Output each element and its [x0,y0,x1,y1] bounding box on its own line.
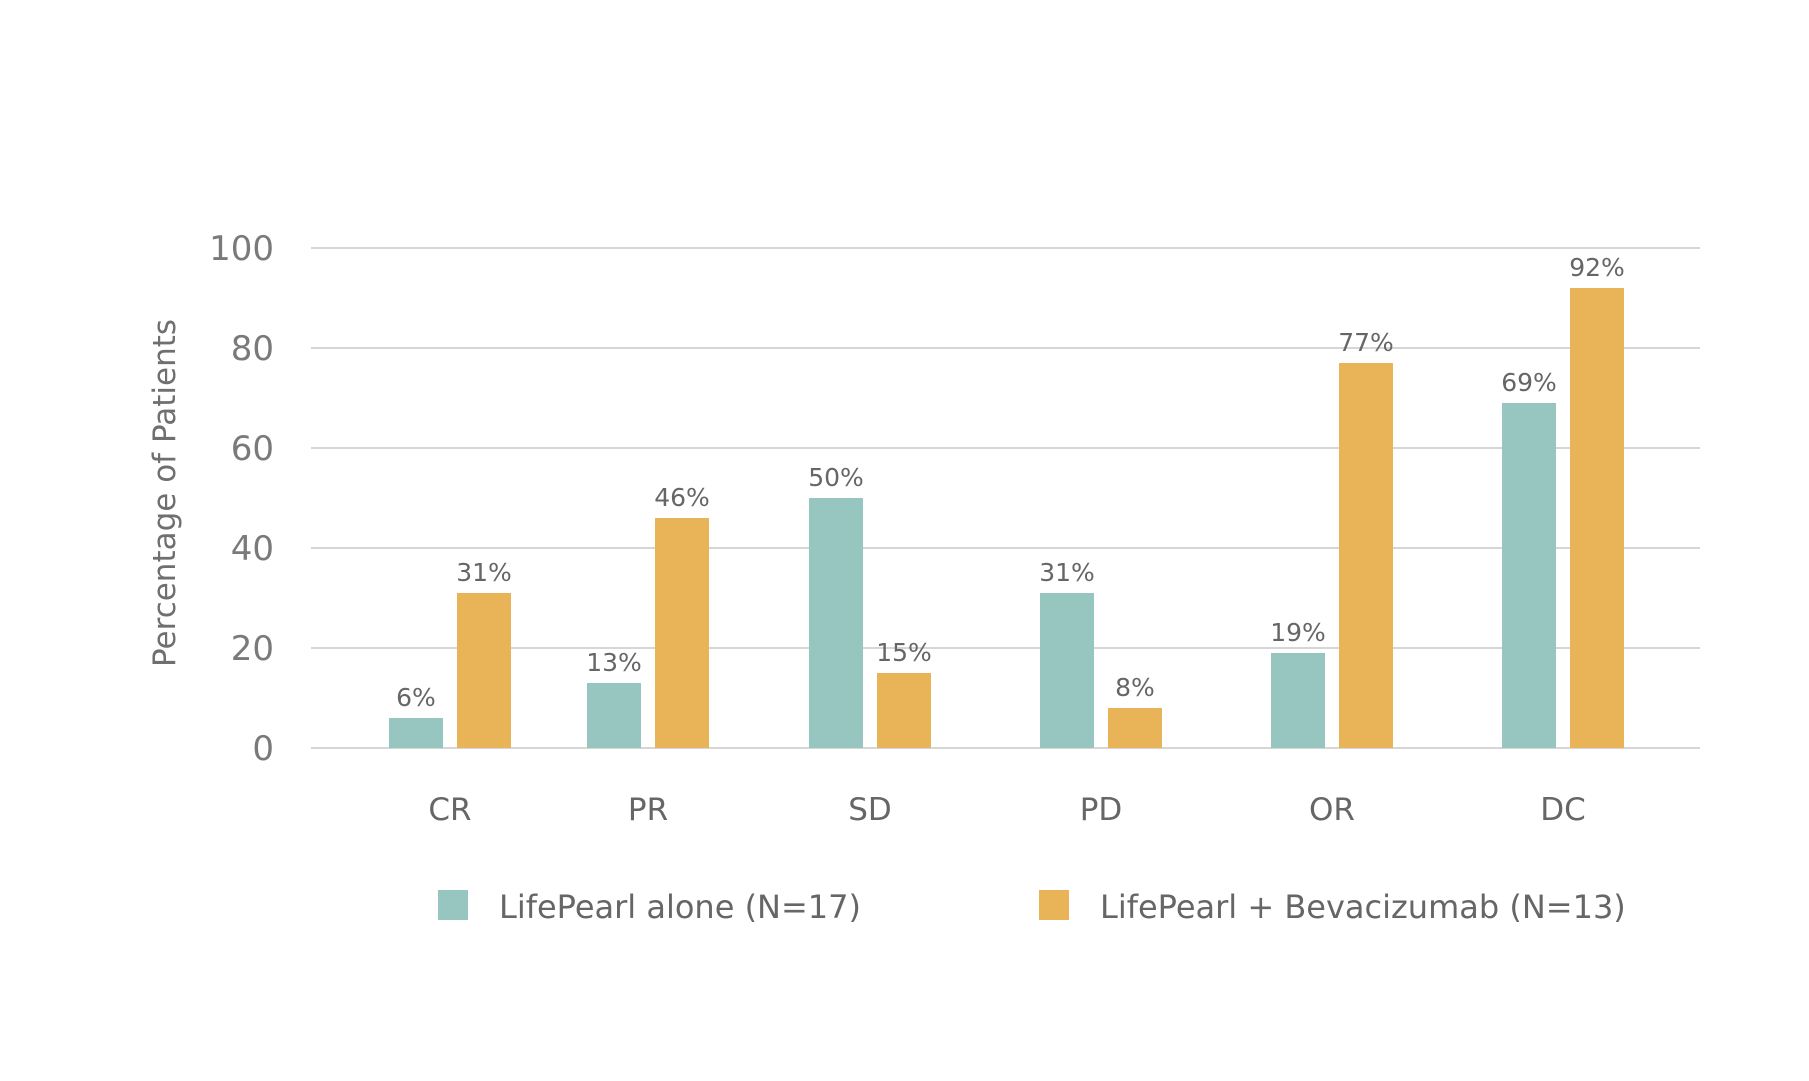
bar-lifepearl-alone-pd [1040,593,1094,748]
y-axis-ticks: 0 20 40 60 80 100 [209,229,274,769]
legend-swatch [438,890,468,920]
data-label: 19% [1270,618,1326,647]
y-tick-label: 100 [209,229,274,269]
legend-swatch [1039,890,1069,920]
bar-lifepearl-alone-pr [587,683,641,748]
legend-item: LifePearl alone (N=17) [438,888,861,926]
data-labels: 6% 31% 13% 46% 50% 15% 31% 8% 19% 77% 69% 92% [396,253,1625,712]
data-label: 31% [1039,558,1095,587]
x-axis-categories: CR PR SD PD OR DC [428,792,1585,828]
bar-lifepearl-bevacizumab-cr [457,593,511,748]
legend-label: LifePearl alone (N=17) [499,888,861,926]
x-category-label: CR [428,792,471,828]
x-category-label: SD [848,792,892,828]
data-label: 69% [1501,368,1557,397]
data-label: 92% [1569,253,1625,282]
bar-lifepearl-alone-dc [1502,403,1556,748]
legend-item: LifePearl + Bevacizumab (N=13) [1039,888,1626,926]
bar-lifepearl-alone-cr [389,718,443,748]
y-tick-label: 80 [231,329,274,369]
bar-lifepearl-bevacizumab-or [1339,363,1393,748]
data-label: 13% [586,648,642,677]
y-tick-label: 0 [252,729,274,769]
data-label: 15% [876,638,932,667]
gridlines [311,247,1700,749]
x-category-label: PD [1080,792,1123,828]
data-label: 6% [396,683,436,712]
y-tick-label: 20 [231,629,274,669]
bar-lifepearl-alone-sd [809,498,863,748]
data-label: 46% [654,483,710,512]
data-label: 77% [1338,328,1394,357]
x-category-label: DC [1540,792,1586,828]
legend: LifePearl alone (N=17) LifePearl + Bevaci… [438,888,1626,926]
bar-lifepearl-bevacizumab-pr [655,518,709,748]
bar-lifepearl-bevacizumab-sd [877,673,931,748]
y-tick-label: 40 [231,529,274,569]
bar-lifepearl-bevacizumab-pd [1108,708,1162,748]
y-tick-label: 60 [231,429,274,469]
y-axis-title: Percentage of Patients [147,319,183,667]
data-label: 8% [1115,673,1155,702]
bars [389,288,1624,748]
x-category-label: PR [628,792,668,828]
data-label: 50% [808,463,864,492]
x-category-label: OR [1309,792,1355,828]
legend-label: LifePearl + Bevacizumab (N=13) [1100,888,1626,926]
data-label: 31% [456,558,512,587]
bar-lifepearl-alone-or [1271,653,1325,748]
bar-lifepearl-bevacizumab-dc [1570,288,1624,748]
